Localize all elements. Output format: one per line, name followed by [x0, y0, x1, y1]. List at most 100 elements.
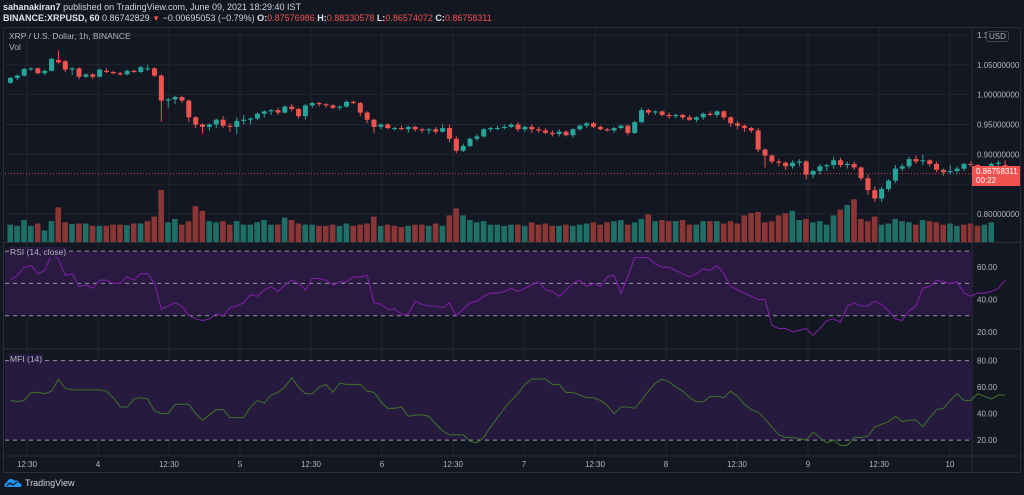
volume-bar: [885, 223, 892, 242]
volume-bar: [501, 225, 507, 242]
candle-up: [282, 106, 288, 113]
candle-down: [940, 169, 946, 173]
candle-up: [42, 70, 48, 74]
candle-up: [700, 113, 706, 118]
volume-bar: [377, 225, 384, 242]
candle-down: [680, 114, 686, 118]
candle-down: [872, 190, 878, 199]
time-axis-label: 12:30: [727, 460, 748, 469]
volume-bar: [954, 225, 960, 242]
candle-up: [467, 138, 473, 146]
volume-bar: [480, 221, 487, 242]
price-axis-label: 0.95000000: [977, 121, 1020, 130]
volume-bar: [103, 225, 110, 242]
volume-bar: [117, 224, 123, 242]
volume-bar: [240, 224, 247, 242]
tradingview-cloud-icon: [4, 479, 22, 487]
close-label: C:: [435, 13, 445, 23]
candle-down: [769, 155, 775, 162]
volume-bar: [69, 224, 75, 242]
candle-down: [728, 117, 734, 124]
time-axis-label: 12:30: [585, 460, 606, 469]
candle-down: [748, 128, 754, 131]
candle-up: [172, 97, 178, 100]
volume-bar: [329, 224, 336, 242]
volume-bar: [535, 224, 542, 242]
price-axis-label: 0.90000000: [977, 150, 1020, 159]
candle-down: [563, 131, 569, 136]
volume-bar: [563, 224, 569, 242]
candle-down: [179, 97, 185, 101]
candle-down: [385, 124, 391, 129]
volume-bar: [789, 210, 796, 242]
candle-up: [899, 166, 905, 169]
volume-bar: [412, 224, 418, 242]
publisher-name[interactable]: sahanakiran7: [3, 2, 61, 12]
candle-up: [426, 129, 432, 131]
volume-bar: [96, 225, 103, 242]
candle-down: [865, 178, 871, 191]
volume-label: Vol: [9, 42, 21, 52]
candle-down: [151, 68, 157, 76]
tradingview-brand: TradingView: [25, 477, 75, 488]
volume-bar: [851, 199, 857, 242]
volume-bar: [467, 220, 473, 242]
candle-down: [803, 161, 809, 175]
candle-up: [831, 160, 837, 166]
volume-bar: [206, 221, 212, 242]
volume-bar: [309, 224, 315, 242]
candle-up: [652, 111, 658, 113]
volume-bar: [583, 223, 590, 242]
volume-bar: [796, 220, 802, 242]
candle-up: [508, 124, 514, 127]
volume-bar: [343, 223, 350, 242]
volume-bar: [288, 220, 295, 242]
mfi-pane-title: MFI (14): [9, 354, 44, 364]
tradingview-logo[interactable]: TradingView: [4, 477, 75, 488]
candle-up: [213, 119, 219, 125]
candle-down: [453, 138, 459, 151]
volume-bar: [686, 224, 693, 242]
volume-bar: [974, 225, 981, 242]
candle-up: [69, 68, 75, 70]
candle-down: [110, 71, 116, 74]
candle-down: [200, 124, 206, 127]
candle-down: [735, 123, 741, 126]
volume-bar: [810, 222, 816, 242]
main-pane-title: XRP / U.S. Dollar, 1h, BINANCE: [9, 31, 131, 41]
volume-bar: [364, 223, 370, 242]
candle-up: [632, 122, 638, 133]
volume-bar: [515, 224, 521, 242]
candle-down: [783, 162, 789, 167]
candle-up: [392, 128, 398, 130]
volume-bar: [549, 225, 555, 242]
candle-up: [145, 68, 151, 70]
candle-up: [21, 69, 27, 76]
volume-bar: [350, 225, 357, 242]
candle-up: [611, 128, 617, 131]
open-value: 0.87576986: [267, 13, 315, 23]
volume-bar: [576, 224, 583, 242]
candle-down: [659, 111, 665, 115]
volume-bar: [919, 220, 926, 242]
candle-down: [645, 110, 651, 113]
candle-up: [268, 110, 274, 112]
candle-up: [494, 128, 500, 130]
price-axis-label: 1.00000000: [977, 91, 1020, 100]
volume-bar: [679, 220, 686, 242]
candle-up: [234, 120, 240, 127]
candle-down: [741, 125, 747, 129]
candle-up: [206, 124, 212, 127]
candle-up: [440, 128, 446, 132]
candle-down: [158, 75, 164, 101]
candle-down: [76, 68, 82, 77]
volume-bar: [151, 216, 158, 242]
low-label: L:: [376, 13, 386, 23]
volume-bar: [569, 225, 576, 242]
candle-up: [879, 188, 885, 199]
candle-up: [165, 99, 171, 101]
currency-badge[interactable]: USD: [986, 31, 1009, 42]
time-axis-label: 12:30: [17, 460, 38, 469]
candle-up: [810, 171, 816, 175]
